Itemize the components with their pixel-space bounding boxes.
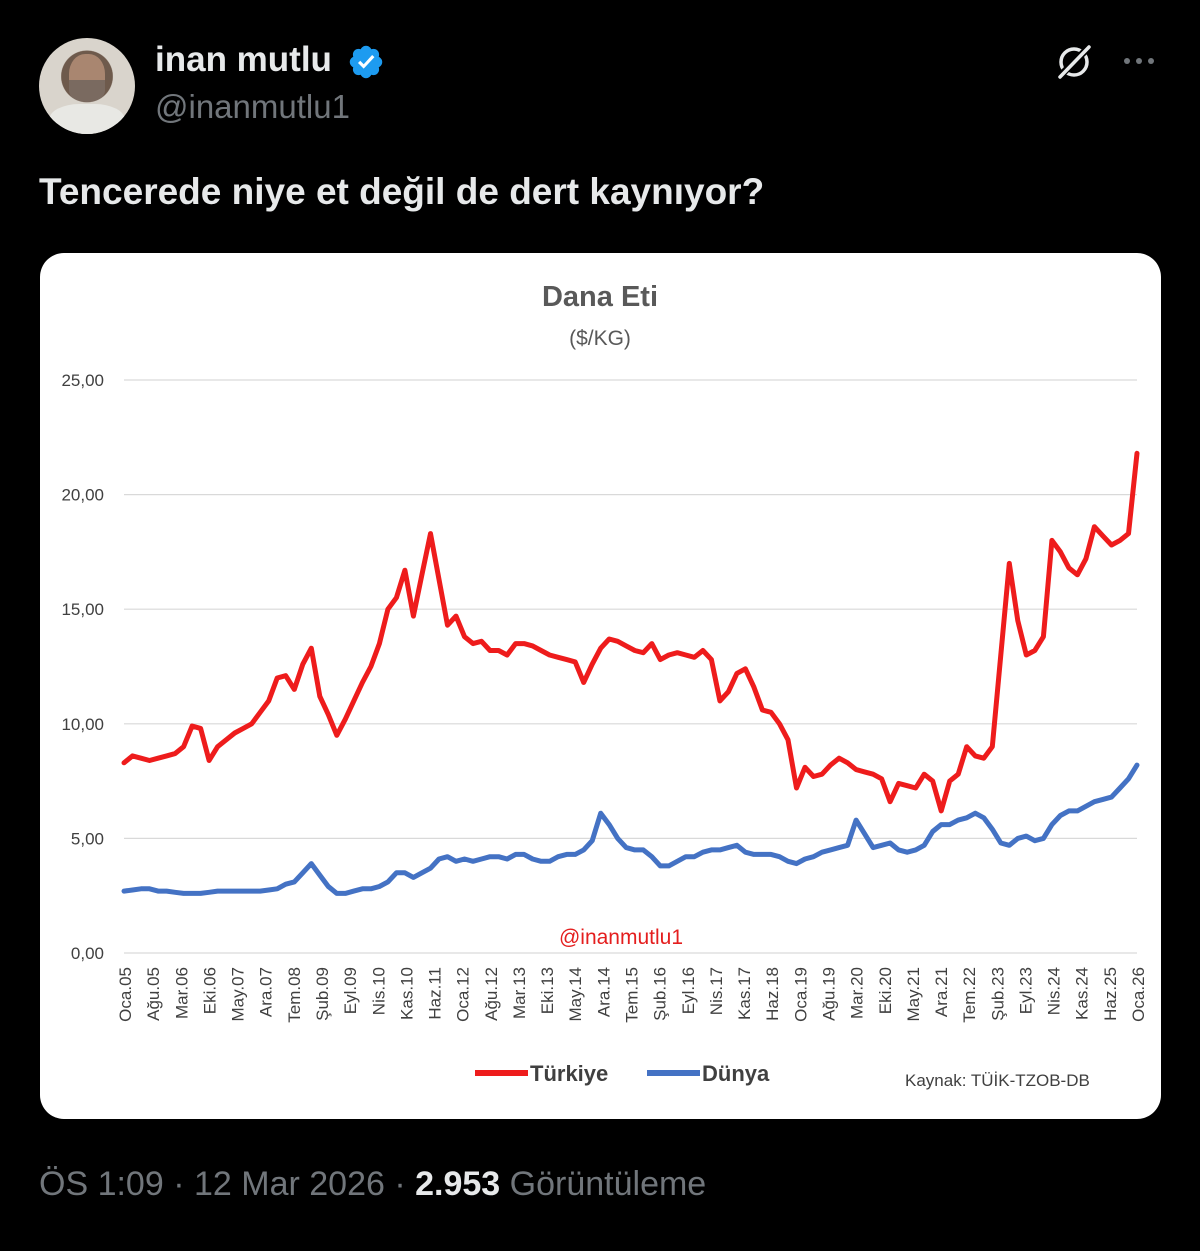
chart-lines (121, 450, 1140, 896)
x-tick-label: Kas.24 (1073, 967, 1092, 1020)
x-tick-label: Haz.18 (763, 967, 782, 1021)
author-name[interactable]: inan mutlu (155, 40, 332, 79)
x-tick-label: Nis.10 (369, 967, 388, 1015)
x-tick-label: Mar.13 (510, 967, 529, 1019)
x-tick-label: Oca.26 (1129, 967, 1148, 1022)
x-tick-label: May.07 (229, 967, 248, 1022)
chart-y-ticks: 0,00 5,00 10,00 15,00 20,00 25,00 (61, 371, 104, 963)
avatar[interactable] (39, 38, 135, 134)
x-tick-label: Oca.12 (454, 967, 473, 1022)
y-tick-label: 25,00 (61, 371, 104, 390)
grok-icon[interactable] (1052, 40, 1096, 84)
y-tick-label: 5,00 (71, 829, 104, 848)
footer-separator: · (173, 1165, 185, 1203)
x-tick-label: Eki.06 (200, 967, 219, 1014)
view-count-label: Görüntüleme (509, 1165, 707, 1203)
x-tick-label: Şub.16 (651, 967, 670, 1021)
tweet-footer: ÖS 1:09 · 12 Mar 2026 · 2.953 Görüntülem… (39, 1165, 706, 1204)
footer-separator: · (394, 1165, 406, 1203)
x-tick-label: Nis.17 (707, 967, 726, 1015)
x-tick-label: Tem.15 (623, 967, 642, 1023)
chart-source: Kaynak: TÜİK-TZOB-DB (905, 1071, 1090, 1090)
y-tick-label: 20,00 (61, 486, 104, 505)
y-tick-label: 0,00 (71, 944, 104, 963)
verified-badge-icon (349, 45, 383, 79)
x-tick-label: Ağu.05 (144, 967, 163, 1021)
x-tick-label: Kas.17 (735, 967, 754, 1020)
x-tick-label: Nis.24 (1045, 967, 1064, 1015)
legend-label-dunya: Dünya (702, 1061, 770, 1086)
x-tick-label: Ara.07 (257, 967, 276, 1017)
avatar-body (49, 104, 125, 134)
view-count: 2.953 (415, 1165, 501, 1203)
x-tick-label: Eyl.16 (679, 967, 698, 1014)
x-tick-label: Eyl.23 (1016, 967, 1035, 1014)
x-tick-label: Mar.06 (172, 967, 191, 1019)
y-tick-label: 15,00 (61, 600, 104, 619)
tweet-time[interactable]: ÖS 1:09 (39, 1165, 164, 1203)
x-tick-label: Mar.20 (848, 967, 867, 1019)
x-tick-label: May.21 (904, 967, 923, 1022)
x-tick-label: Tem.22 (960, 967, 979, 1023)
series-line-turkiye (121, 450, 1140, 814)
x-tick-label: Kas.10 (397, 967, 416, 1020)
x-tick-label: Eyl.09 (341, 967, 360, 1014)
tweet-date[interactable]: 12 Mar 2026 (193, 1165, 385, 1203)
chart-watermark: @inanmutlu1 (559, 926, 683, 949)
x-tick-label: Ara.14 (594, 967, 613, 1017)
x-tick-label: Eki.13 (538, 967, 557, 1014)
x-tick-label: Haz.11 (426, 967, 445, 1020)
tweet-media-chart[interactable]: Dana Eti ($/KG) 0,00 5,00 10,00 15,00 20,00 2… (40, 253, 1161, 1119)
x-tick-label: May.14 (566, 967, 585, 1022)
chart-svg: Dana Eti ($/KG) 0,00 5,00 10,00 15,00 20,00 2… (61, 281, 1148, 1090)
series-line-dunya (121, 762, 1140, 896)
legend-label-turkiye: Türkiye (530, 1061, 608, 1086)
x-tick-label: Tem.08 (285, 967, 304, 1023)
chart-title: Dana Eti (542, 281, 658, 313)
x-tick-label: Ağu.12 (482, 967, 501, 1021)
tweet-text: Tencerede niye et değil de dert kaynıyor… (39, 171, 765, 212)
x-tick-label: Şub.23 (988, 967, 1007, 1021)
x-tick-label: Haz.25 (1101, 967, 1120, 1021)
x-tick-label: Oca.19 (791, 967, 810, 1022)
chart-legend: Türkiye Dünya (475, 1061, 770, 1086)
x-tick-label: Oca.05 (116, 967, 135, 1022)
x-tick-label: Ara.21 (932, 967, 951, 1017)
y-tick-label: 10,00 (61, 715, 104, 734)
x-tick-label: Şub.09 (313, 967, 332, 1021)
author-handle[interactable]: @inanmutlu1 (155, 88, 350, 125)
more-icon[interactable] (1118, 46, 1160, 76)
chart-grid (124, 379, 1137, 954)
chart-subtitle: ($/KG) (569, 327, 631, 350)
x-tick-label: Eki.20 (876, 967, 895, 1014)
chart-x-ticks: Oca.05 Ağu.05 Mar.06 Eki.06 May.07 Ara.07 Tem.… (116, 967, 1148, 1023)
avatar-beard (69, 80, 105, 102)
x-tick-label: Ağu.19 (819, 967, 838, 1021)
